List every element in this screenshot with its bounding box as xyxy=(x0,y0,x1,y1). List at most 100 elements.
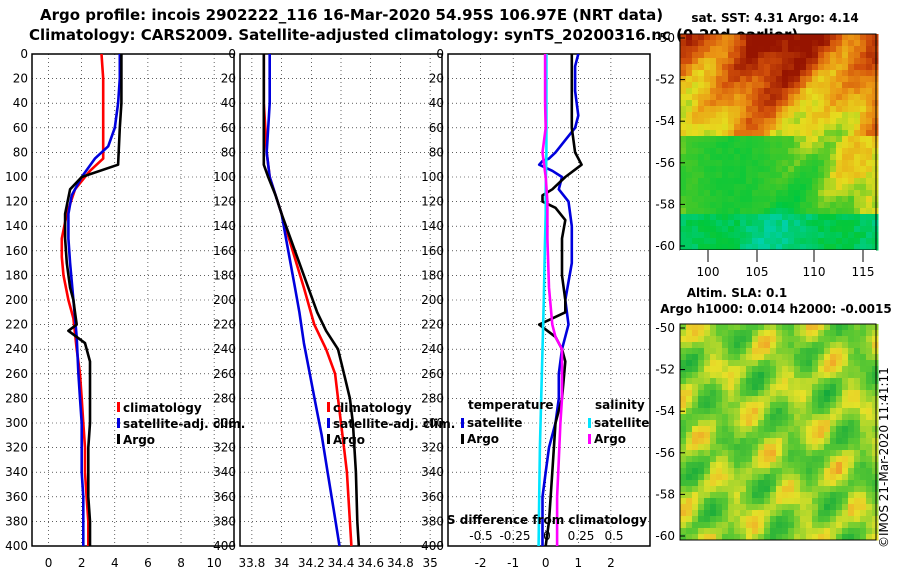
map-cell xyxy=(782,414,789,421)
map-cell xyxy=(698,432,705,439)
map-cell xyxy=(686,324,693,331)
map-cell xyxy=(764,214,771,221)
map-cell xyxy=(686,432,693,439)
map-cell xyxy=(704,444,711,451)
map-cell xyxy=(872,142,879,149)
map-cell xyxy=(794,142,801,149)
map-cell xyxy=(740,336,747,343)
map-cell xyxy=(734,342,741,349)
map-cell xyxy=(680,130,687,137)
legend-label: Argo xyxy=(123,433,155,447)
map-cell xyxy=(764,390,771,397)
legend-label: climatology xyxy=(123,401,202,415)
map-cell xyxy=(686,118,693,125)
map-cell xyxy=(698,348,705,355)
map-cell xyxy=(806,330,813,337)
map-cell xyxy=(836,136,843,143)
map-cell xyxy=(824,354,831,361)
map-cell xyxy=(854,420,861,427)
map-cell xyxy=(734,148,741,155)
map-cell xyxy=(734,456,741,463)
map-cell xyxy=(842,522,849,529)
map-cell xyxy=(734,474,741,481)
map-cell xyxy=(758,124,765,131)
map-cell xyxy=(710,522,717,529)
map-cell xyxy=(812,226,819,233)
map-cell xyxy=(686,130,693,137)
map-cell xyxy=(872,354,879,361)
map-cell xyxy=(728,534,735,541)
map-cell xyxy=(806,528,813,535)
map-cell xyxy=(836,492,843,499)
map-cell xyxy=(710,220,717,227)
map-cell xyxy=(728,438,735,445)
map-cell xyxy=(734,124,741,131)
map-cell xyxy=(818,196,825,203)
map-cell xyxy=(806,522,813,529)
map-cell xyxy=(848,112,855,119)
map-cell xyxy=(764,136,771,143)
map-cell xyxy=(818,504,825,511)
map-cell xyxy=(716,522,723,529)
map-cell xyxy=(710,172,717,179)
map-cell xyxy=(740,408,747,415)
y-tick-label: 320 xyxy=(213,441,236,455)
y-tick-label: 260 xyxy=(5,367,28,381)
map-cell xyxy=(776,354,783,361)
map-cell xyxy=(812,220,819,227)
map-cell xyxy=(764,528,771,535)
map-cell xyxy=(704,534,711,541)
map-cell xyxy=(830,118,837,125)
map-cell xyxy=(764,414,771,421)
map-cell xyxy=(818,76,825,83)
map-cell xyxy=(758,244,765,251)
y-tick-label: 120 xyxy=(421,195,444,209)
map-cell xyxy=(698,324,705,331)
map-cell xyxy=(692,130,699,137)
map-cell xyxy=(710,34,717,41)
map-cell xyxy=(758,112,765,119)
map-cell xyxy=(848,52,855,59)
map-cell xyxy=(788,516,795,523)
map-cell xyxy=(752,226,759,233)
map-cell xyxy=(830,348,837,355)
map-cell xyxy=(752,450,759,457)
map-cell xyxy=(716,76,723,83)
map-cell xyxy=(830,40,837,47)
map-cell xyxy=(788,420,795,427)
map-cell xyxy=(776,414,783,421)
map-cell xyxy=(758,166,765,173)
map-cell xyxy=(770,366,777,373)
map-cell xyxy=(866,208,873,215)
map-cell xyxy=(716,336,723,343)
map-cell xyxy=(704,486,711,493)
map-cell xyxy=(740,196,747,203)
map-cell xyxy=(788,58,795,65)
map-cell xyxy=(746,384,753,391)
map-cell xyxy=(836,360,843,367)
map-cell xyxy=(722,366,729,373)
map-cell xyxy=(734,324,741,331)
map-cell xyxy=(848,492,855,499)
map-cell xyxy=(800,160,807,167)
map-cell xyxy=(758,474,765,481)
map-cell xyxy=(758,396,765,403)
map-cell xyxy=(710,414,717,421)
map-cell xyxy=(836,34,843,41)
map-cell xyxy=(800,450,807,457)
map-cell xyxy=(728,360,735,367)
map-cell xyxy=(770,396,777,403)
map-cell xyxy=(854,130,861,137)
map-cell xyxy=(836,324,843,331)
legend-label: climatology xyxy=(333,401,412,415)
map-cell xyxy=(848,190,855,197)
map-cell xyxy=(680,420,687,427)
map-cell xyxy=(818,486,825,493)
y-tick-label: 260 xyxy=(421,367,444,381)
map-cell xyxy=(866,202,873,209)
map-cell xyxy=(692,330,699,337)
map-cell xyxy=(818,372,825,379)
map-cell xyxy=(842,498,849,505)
map-cell xyxy=(836,160,843,167)
map-cell xyxy=(722,432,729,439)
